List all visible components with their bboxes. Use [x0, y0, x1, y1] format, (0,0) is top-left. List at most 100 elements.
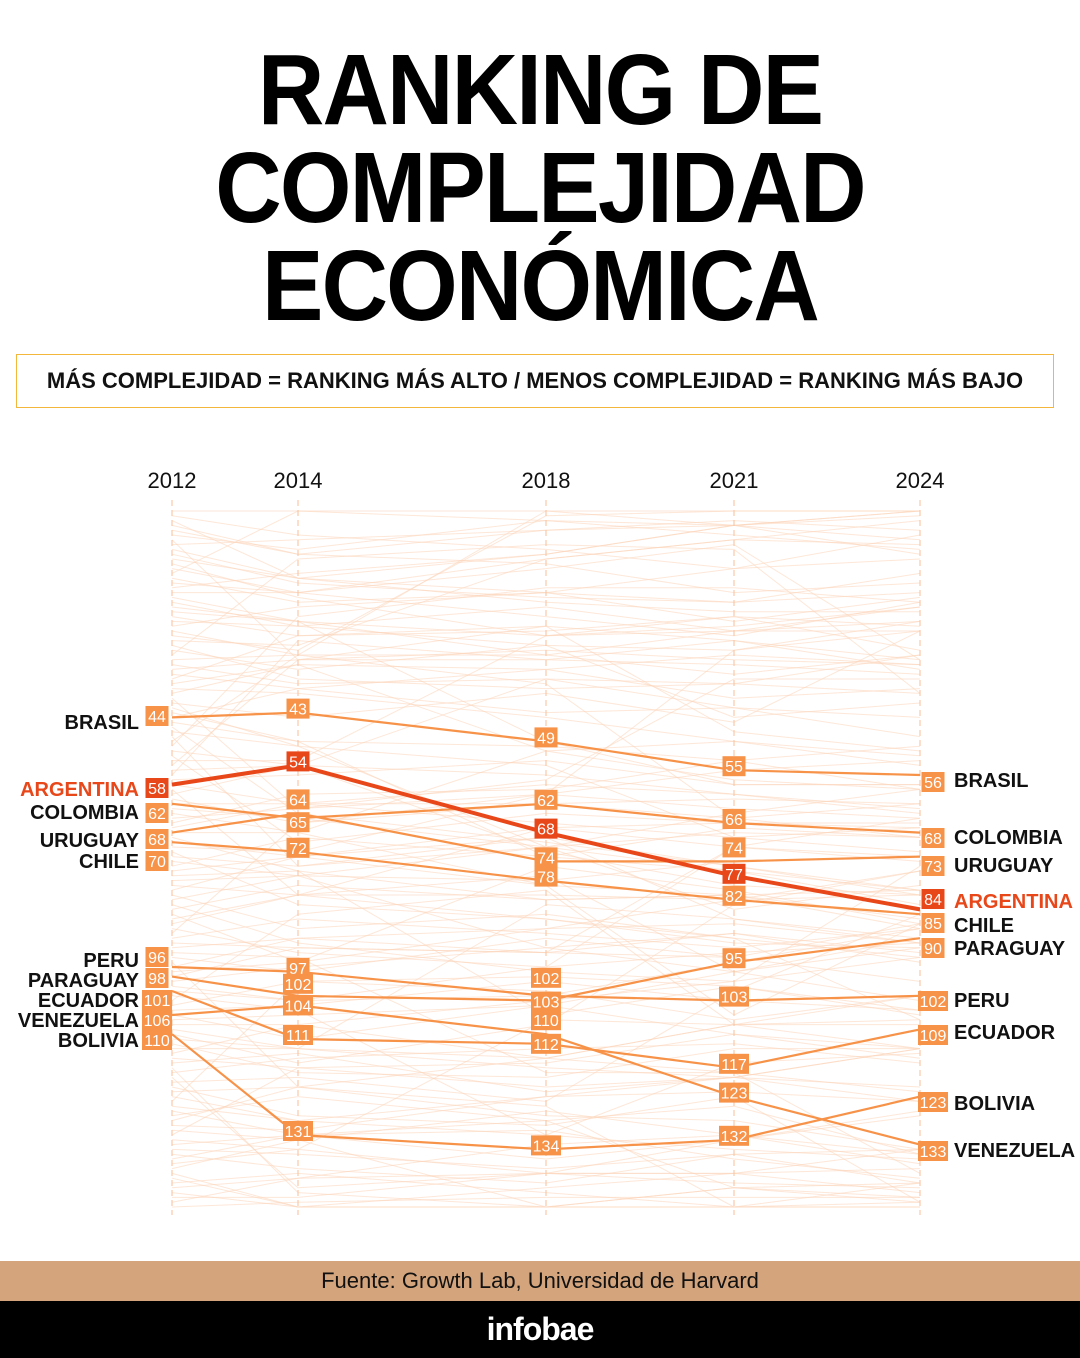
rank-badge: 65 [286, 812, 310, 833]
svg-text:123: 123 [721, 1086, 748, 1103]
rank-badge: 56 [921, 772, 945, 792]
background-line [171, 644, 921, 690]
svg-text:73: 73 [924, 859, 942, 876]
rank-badge: 54 [286, 751, 310, 772]
country-label-right: BRASIL [954, 770, 1028, 792]
svg-text:65: 65 [289, 815, 307, 832]
svg-text:84: 84 [924, 892, 942, 909]
country-label-right: BOLIVIA [954, 1093, 1035, 1115]
background-line [172, 544, 921, 661]
svg-text:95: 95 [725, 951, 743, 968]
svg-text:112: 112 [533, 1037, 559, 1054]
svg-text:55: 55 [725, 759, 743, 776]
svg-text:43: 43 [289, 702, 307, 719]
rank-badge: 55 [722, 756, 746, 777]
svg-text:68: 68 [537, 822, 555, 839]
rank-badge: 98 [145, 968, 169, 988]
year-label: 2018 [522, 468, 571, 493]
svg-text:54: 54 [289, 754, 307, 771]
country-label-left: PERU [83, 950, 139, 972]
country-label-right: PERU [954, 990, 1010, 1012]
rank-badge: 82 [722, 885, 746, 906]
rank-badge: 74 [534, 847, 558, 868]
svg-text:77: 77 [725, 867, 743, 884]
svg-text:102: 102 [533, 971, 560, 988]
rank-badge: 95 [722, 948, 746, 969]
rank-badge: 74 [722, 837, 746, 858]
rank-badge: 44 [145, 706, 169, 726]
rank-badge: 68 [534, 818, 558, 839]
background-line [171, 568, 921, 637]
svg-text:96: 96 [148, 950, 166, 967]
country-label-right: ECUADOR [954, 1022, 1056, 1044]
svg-text:74: 74 [537, 850, 555, 867]
svg-text:123: 123 [920, 1095, 947, 1112]
svg-text:132: 132 [721, 1129, 748, 1146]
background-line [171, 1048, 921, 1131]
year-label: 2021 [710, 468, 759, 493]
svg-text:90: 90 [924, 941, 942, 958]
rank-badge: 73 [921, 856, 945, 876]
rank-badge: 134 [531, 1135, 561, 1156]
svg-text:131: 131 [285, 1124, 312, 1141]
country-label-left: VENEZUELA [18, 1010, 139, 1032]
background-line [171, 1110, 921, 1160]
svg-text:66: 66 [725, 812, 743, 829]
country-label-left: PARAGUAY [28, 970, 140, 992]
country-label-right: PARAGUAY [954, 938, 1066, 960]
rank-badge: 58 [145, 778, 169, 798]
background-line [171, 654, 921, 718]
rank-badge: 77 [722, 863, 746, 884]
rank-badge: 102 [531, 967, 561, 988]
year-label: 2014 [274, 468, 323, 493]
svg-text:101: 101 [144, 993, 171, 1010]
rank-badge: 106 [142, 1010, 172, 1030]
background-line [171, 1168, 921, 1208]
rank-badge: 111 [283, 1025, 313, 1045]
rank-badge: 110 [531, 1010, 561, 1031]
background-line [171, 851, 921, 949]
rank-badge: 90 [921, 938, 945, 958]
background-line [171, 1028, 921, 1102]
rank-badge: 64 [286, 789, 310, 810]
rank-badge: 85 [921, 913, 945, 933]
background-line [171, 1196, 920, 1208]
rank-badge: 102 [283, 973, 313, 994]
rank-badge: 109 [918, 1025, 948, 1045]
country-label-left: COLOMBIA [30, 802, 139, 824]
background-line [171, 625, 921, 766]
background-line [171, 553, 921, 603]
svg-text:62: 62 [148, 806, 166, 823]
svg-text:134: 134 [533, 1138, 560, 1155]
rank-badge: 101 [142, 990, 172, 1010]
background-line [171, 515, 921, 570]
rank-badge: 112 [531, 1033, 561, 1054]
source-note: Fuente: Growth Lab, Universidad de Harva… [0, 1261, 1080, 1301]
svg-text:64: 64 [289, 792, 307, 809]
svg-text:103: 103 [721, 990, 748, 1007]
svg-text:70: 70 [148, 854, 166, 871]
rank-badge: 110 [142, 1030, 172, 1050]
rank-badge: 68 [145, 829, 169, 849]
country-label-right: CHILE [954, 915, 1014, 937]
background-line [171, 923, 921, 973]
background-line [171, 678, 921, 795]
title-line-3: ECONÓMICA [262, 230, 820, 342]
rank-badge: 133 [918, 1141, 948, 1161]
svg-text:98: 98 [148, 971, 166, 988]
rank-badge: 123 [719, 1082, 749, 1103]
rank-badge: 66 [722, 809, 746, 829]
country-label-right: COLOMBIA [954, 827, 1063, 849]
rank-badge: 49 [534, 727, 558, 748]
svg-text:56: 56 [924, 775, 942, 792]
svg-text:106: 106 [144, 1013, 171, 1030]
svg-text:58: 58 [148, 781, 166, 798]
rank-badge: 103 [719, 986, 749, 1007]
svg-text:109: 109 [920, 1028, 947, 1045]
svg-text:74: 74 [725, 840, 743, 857]
rank-badge: 72 [286, 837, 310, 858]
rank-badge: 103 [531, 991, 561, 1012]
country-label-left: BRASIL [65, 712, 139, 734]
background-line [171, 1067, 921, 1136]
